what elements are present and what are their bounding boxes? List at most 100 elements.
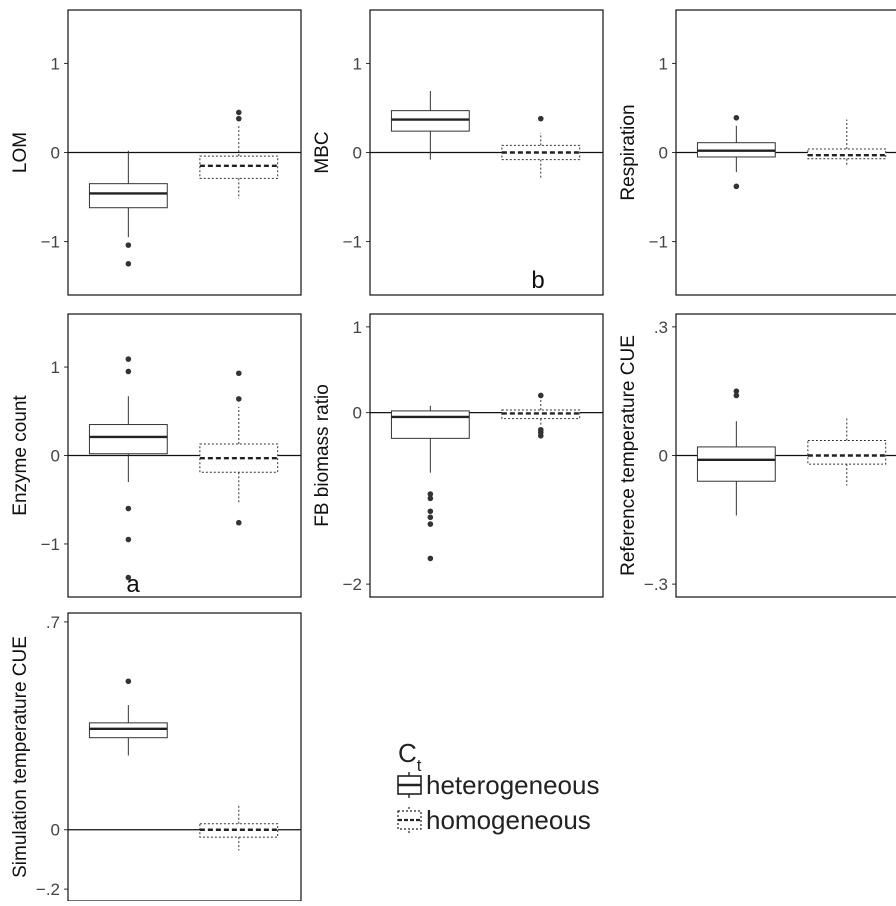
- box-heterogeneous: [88, 356, 168, 581]
- outlier-point: [733, 183, 740, 190]
- panel-frame: [369, 313, 604, 598]
- y-axis-label: Simulation temperature CUE: [10, 636, 31, 878]
- box-homogeneous: [199, 804, 279, 851]
- outlier-point: [235, 109, 242, 116]
- y-axis-label: MBC: [312, 131, 333, 173]
- box-heterogeneous: [390, 405, 470, 562]
- outlier-point: [537, 392, 544, 399]
- y-tick-label: −1: [649, 233, 668, 252]
- box-homogeneous: [199, 370, 279, 526]
- outlier-point: [125, 261, 132, 267]
- iqr-box: [88, 183, 168, 209]
- panel-frame: [675, 313, 896, 598]
- y-tick-label: −1: [343, 233, 362, 252]
- box-homogeneous: [199, 109, 279, 199]
- y-tick-label: 1: [51, 54, 60, 73]
- y-tick-label: 0: [353, 404, 362, 423]
- outlier-point: [733, 114, 740, 121]
- box-heterogeneous: [390, 91, 470, 160]
- y-axis-label: LOM: [10, 132, 31, 173]
- iqr-box: [199, 155, 279, 179]
- y-axis-label: Reference temperature CUE: [618, 335, 639, 576]
- y-tick-label: 1: [353, 54, 362, 73]
- panel-frame: [675, 9, 896, 296]
- outlier-point: [427, 514, 434, 521]
- legend-title: Ct: [398, 738, 422, 775]
- legend-label-homogeneous: homogeneous: [426, 805, 591, 835]
- box-heterogeneous: [88, 678, 168, 756]
- outlier-point: [537, 432, 544, 439]
- outlier-point: [235, 370, 242, 377]
- panel-annotation: b: [531, 267, 544, 294]
- panel-frame: [369, 9, 604, 296]
- iqr-box: [88, 722, 168, 739]
- y-tick-label: 0: [659, 144, 668, 163]
- panel-mbc: 1 0 −1 MBC b: [312, 9, 604, 296]
- outlier-point: [235, 396, 242, 402]
- panel-frame: [67, 612, 302, 902]
- outlier-point: [125, 242, 132, 248]
- panel-frame: [67, 313, 302, 598]
- outlier-point: [235, 115, 242, 122]
- y-axis-label: Respiration: [618, 104, 639, 200]
- outlier-point: [125, 536, 132, 543]
- y-tick-label: 0: [51, 447, 60, 466]
- iqr-box: [807, 148, 887, 160]
- box-homogeneous: [501, 392, 581, 439]
- outlier-point: [733, 392, 740, 399]
- y-tick-label: 0: [353, 144, 362, 163]
- legend-key-heterogeneous: [397, 772, 422, 798]
- y-tick-label: −1: [41, 535, 60, 554]
- box-homogeneous: [807, 119, 887, 167]
- y-tick-label: −2: [343, 575, 362, 594]
- panel-reference-temperature-cue: .3 0 −.3 Reference temperature CUE: [618, 313, 896, 598]
- iqr-box: [807, 439, 887, 465]
- outlier-point: [733, 388, 740, 394]
- panel-fb-biomass-ratio: 1 0 −2 FB biomass ratio: [312, 313, 604, 598]
- outlier-point: [125, 356, 132, 362]
- y-tick-label: −.3: [644, 575, 668, 594]
- y-tick-label: 1: [659, 54, 668, 73]
- outlier-point: [427, 555, 434, 562]
- y-tick-label: −1: [41, 233, 60, 252]
- box-homogeneous: [501, 115, 581, 180]
- outlier-point: [427, 495, 434, 502]
- iqr-box: [390, 110, 470, 132]
- outlier-point: [235, 519, 242, 526]
- panel-respiration: 1 0 −1 Respiration: [618, 9, 896, 296]
- y-tick-label: −.2: [36, 880, 60, 899]
- panel-frame: [67, 9, 302, 296]
- y-tick-label: 0: [659, 447, 668, 466]
- legend-key-homogeneous: [397, 807, 422, 833]
- y-tick-label: .3: [654, 318, 668, 337]
- outlier-point: [537, 115, 544, 122]
- box-heterogeneous: [696, 114, 776, 190]
- panels: 1 0 −1 LOM 1 0 −1 MBC b 1 0 −1 Respiration 1 0 −1 Enzyme…: [10, 9, 896, 902]
- box-homogeneous: [807, 416, 887, 486]
- outlier-point: [125, 574, 132, 581]
- legend: Ct heterogeneous homogeneous: [397, 738, 599, 835]
- y-tick-label: .7: [46, 613, 60, 632]
- y-tick-label: 0: [51, 821, 60, 840]
- legend-label-heterogeneous: heterogeneous: [426, 770, 599, 800]
- panel-enzyme-count: 1 0 −1 Enzyme count a: [10, 313, 302, 598]
- outlier-point: [427, 521, 434, 527]
- y-axis-label: Enzyme count: [10, 395, 31, 516]
- outlier-point: [125, 505, 132, 512]
- outlier-point: [125, 678, 132, 685]
- outlier-point: [125, 368, 132, 375]
- panel-lom: 1 0 −1 LOM: [10, 9, 302, 296]
- y-tick-label: 0: [51, 144, 60, 163]
- panel-annotation: a: [126, 571, 140, 598]
- y-tick-label: 1: [51, 358, 60, 377]
- iqr-box: [696, 446, 776, 482]
- outlier-point: [427, 491, 434, 497]
- iqr-box: [88, 424, 168, 455]
- outlier-point: [427, 508, 434, 515]
- iqr-box: [199, 823, 279, 838]
- box-heterogeneous: [88, 150, 168, 267]
- y-axis-label: FB biomass ratio: [312, 384, 333, 527]
- panel-simulation-temperature-cue: .7 0 −.2 Simulation temperature CUE: [10, 612, 302, 902]
